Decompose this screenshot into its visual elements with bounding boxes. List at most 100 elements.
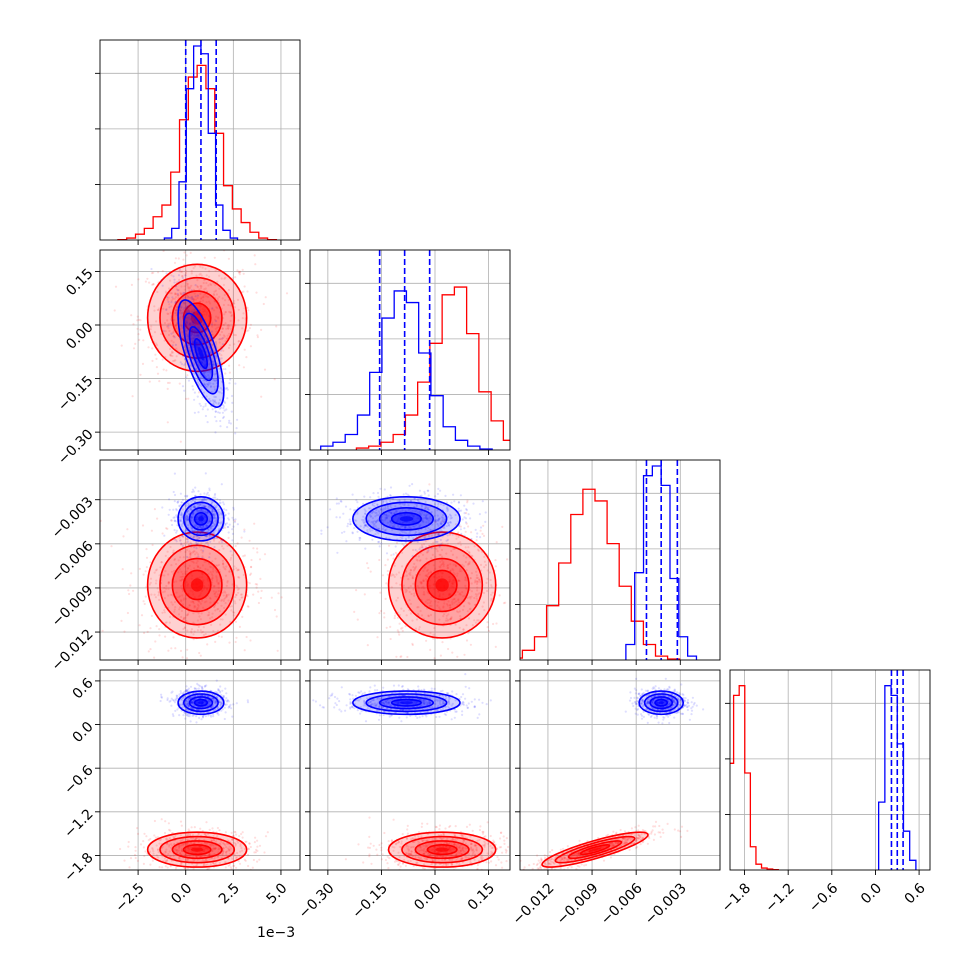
- scatter-point: [256, 334, 259, 337]
- scatter-point: [439, 571, 442, 574]
- scatter-point: [186, 846, 190, 849]
- scatter-point: [446, 567, 449, 570]
- scatter-point: [482, 534, 486, 538]
- scatter-point: [337, 502, 340, 505]
- scatter-point: [384, 530, 387, 533]
- scatter-point: [196, 531, 199, 535]
- scatter-point: [449, 580, 452, 583]
- scatter-point: [216, 855, 220, 858]
- scatter-point: [205, 368, 209, 371]
- scatter-point: [190, 516, 193, 519]
- scatter-point: [224, 851, 228, 854]
- scatter-point: [209, 302, 212, 305]
- scatter-point: [203, 383, 207, 386]
- scatter-point: [235, 427, 238, 430]
- scatter-point: [404, 588, 407, 591]
- scatter-point: [515, 590, 517, 592]
- scatter-point: [138, 567, 141, 571]
- scatter-point: [408, 590, 411, 594]
- scatter-point: [441, 596, 444, 599]
- scatter-point: [120, 344, 123, 347]
- scatter-point: [151, 847, 154, 850]
- scatter-point: [223, 323, 226, 327]
- scatter-point: [189, 553, 192, 557]
- scatter-point: [199, 531, 202, 535]
- scatter-point: [163, 574, 166, 577]
- scatter-point: [335, 502, 338, 505]
- scatter-point: [207, 584, 210, 587]
- scatter-point: [190, 706, 193, 709]
- scatter-point: [215, 505, 218, 508]
- scatter-point: [203, 364, 206, 367]
- scatter-point: [214, 592, 217, 595]
- scatter-point: [470, 572, 473, 575]
- scatter-point: [224, 310, 227, 314]
- scatter-point: [148, 583, 151, 586]
- scatter-point: [192, 267, 195, 270]
- scatter-point: [217, 403, 220, 406]
- scatter-point: [193, 536, 196, 539]
- scatter-point: [177, 849, 181, 852]
- scatter-point: [235, 855, 238, 859]
- scatter-point: [418, 511, 421, 515]
- scatter-point: [234, 595, 237, 599]
- scatter-point: [168, 828, 171, 832]
- scatter-point: [147, 839, 150, 842]
- scatter-point: [191, 488, 195, 491]
- scatter-point: [364, 512, 367, 515]
- scatter-point: [221, 559, 224, 562]
- scatter-point: [461, 563, 464, 566]
- scatter-point: [217, 317, 220, 320]
- scatter-point: [245, 356, 248, 359]
- scatter-point: [457, 611, 460, 614]
- scatter-point: [425, 639, 428, 642]
- scatter-point: [204, 833, 207, 836]
- scatter-point: [469, 597, 472, 600]
- scatter-point: [224, 401, 227, 404]
- scatter-point: [486, 626, 489, 629]
- scatter-point: [488, 571, 491, 574]
- scatter-point: [235, 833, 238, 836]
- scatter-point: [208, 520, 211, 523]
- scatter-point: [378, 512, 381, 515]
- scatter-point: [482, 601, 485, 604]
- scatter-point: [363, 495, 366, 498]
- scatter-point: [185, 316, 188, 319]
- scatter-point: [381, 574, 385, 577]
- scatter-point: [193, 308, 196, 311]
- scatter-point: [426, 517, 429, 520]
- scatter-point: [179, 361, 182, 364]
- scatter-point: [398, 502, 401, 505]
- scatter-point: [141, 362, 145, 365]
- scatter-point: [182, 556, 185, 559]
- scatter-point: [185, 279, 188, 282]
- scatter-point: [170, 315, 173, 318]
- scatter-point: [235, 856, 238, 860]
- scatter-point: [167, 573, 170, 576]
- scatter-point: [170, 351, 173, 354]
- scatter-point: [469, 643, 472, 646]
- scatter-point: [255, 586, 258, 589]
- scatter-point: [226, 337, 229, 340]
- scatter-point: [514, 520, 516, 522]
- scatter-point: [356, 512, 359, 515]
- scatter-point: [182, 844, 185, 847]
- scatter-point: [169, 829, 172, 832]
- scatter-point: [383, 612, 386, 615]
- scatter-point: [211, 307, 214, 310]
- scatter-point: [383, 519, 387, 522]
- scatter-point: [427, 489, 430, 492]
- scatter-point: [224, 870, 226, 872]
- scatter-point: [212, 715, 215, 718]
- scatter-point: [168, 850, 171, 853]
- scatter-point: [403, 498, 406, 501]
- scatter-point: [174, 292, 178, 295]
- scatter-point: [216, 306, 219, 310]
- scatter-point: [178, 857, 181, 860]
- scatter-point: [167, 853, 170, 856]
- scatter-point: [179, 543, 182, 546]
- scatter-point: [132, 347, 136, 350]
- scatter-point: [514, 577, 516, 579]
- scatter-point: [455, 600, 458, 603]
- scatter-point: [172, 516, 175, 519]
